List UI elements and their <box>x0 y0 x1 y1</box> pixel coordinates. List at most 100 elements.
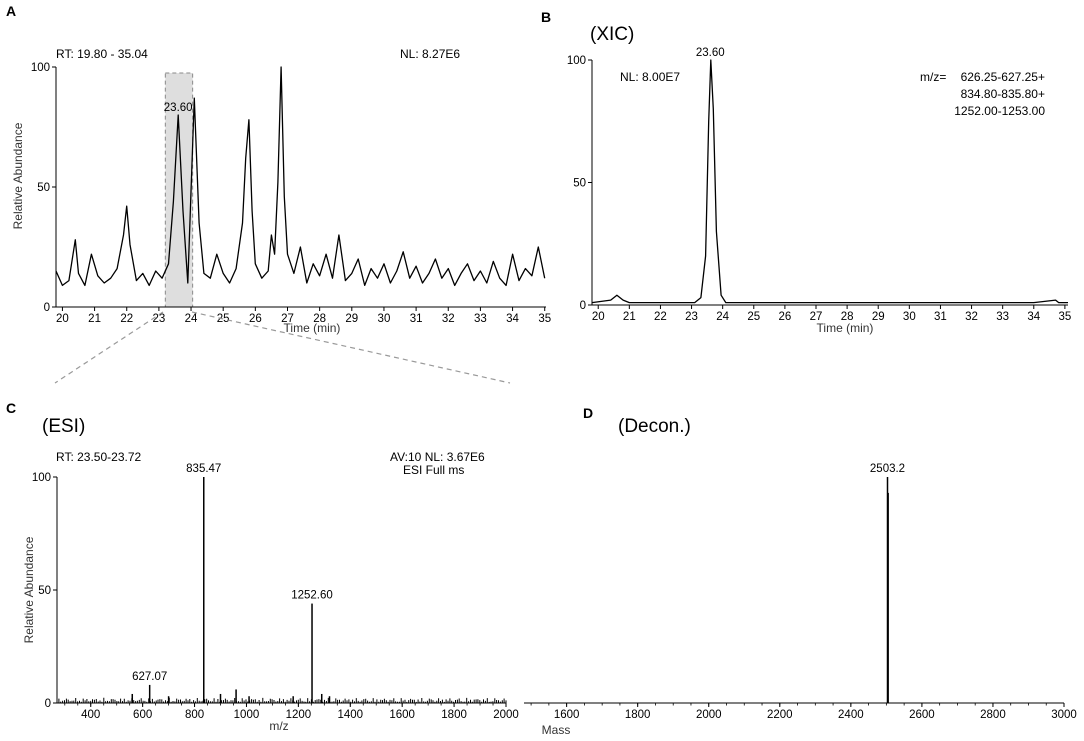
panel-b-plot: 20 21 22 23 24 25 26 27 28 29 30 31 32 33 34 35 0 50 100 23… <box>567 47 1071 323</box>
panel-d-x-tick-label: 3000 <box>1051 709 1077 721</box>
panel-c-x-tick-label: 1800 <box>441 709 467 721</box>
panel-d-x-tick-label: 2000 <box>696 709 722 721</box>
panel-b-x-tick-label: 20 <box>592 311 605 323</box>
panel-d-plot: 1600 1800 2000 2200 2400 2600 2800 3000 2503.2 <box>524 463 1077 721</box>
panel-c-scan-type: ESI Full ms <box>403 463 464 477</box>
panel-a-xlabel: Time (min) <box>284 321 341 335</box>
panel-c-peak-label: 1252.60 <box>291 590 333 602</box>
panel-a-series-line <box>55 66 546 287</box>
panel-c-x-tick-label: 1000 <box>234 709 260 721</box>
panel-b-x-tick-label: 25 <box>747 311 760 323</box>
panel-b-x-tick-label: 22 <box>654 311 667 323</box>
panel-a-y-tick-label: 50 <box>37 182 50 194</box>
panel-b-mz-line-3: 1252.00-1253.00 <box>954 104 1045 118</box>
panel-a-x-tick-label: 35 <box>538 313 551 325</box>
panel-c-x-tick-label: 800 <box>185 709 204 721</box>
panel-b-mz-line-2: 834.80-835.80+ <box>961 87 1045 101</box>
panel-b-y-tick-label: 0 <box>580 300 586 312</box>
panel-d-label: D <box>583 405 593 421</box>
panel-b-x-tick-label: 29 <box>872 311 885 323</box>
panel-a-ylabel: Relative Abundance <box>11 122 25 229</box>
panel-d-tag: (Decon.) <box>618 416 691 437</box>
zoom-line-right <box>191 311 511 384</box>
panel-c-x-tick-label: 1400 <box>337 709 363 721</box>
panel-d-xlabel: Mass <box>542 723 571 737</box>
panel-b-x-tick-label: 27 <box>810 311 823 323</box>
panel-c-peak-label: 835.47 <box>186 463 221 475</box>
panel-d-x-tick-label: 2400 <box>838 709 864 721</box>
panel-b: B (XIC) NL: 8.00E7 m/z= 626.25-627.25+ 8… <box>541 9 1071 335</box>
panel-b-x-tick-label: 33 <box>996 311 1009 323</box>
panel-b-label: B <box>541 9 551 25</box>
panel-a-x-tick-label: 34 <box>506 313 519 325</box>
panel-c-x-tick-label: 2000 <box>493 709 519 721</box>
panel-a-label: A <box>6 3 16 19</box>
panel-b-x-tick-label: 23 <box>685 311 698 323</box>
panel-b-tag: (XIC) <box>590 24 634 45</box>
panel-b-x-tick-label: 34 <box>1027 311 1040 323</box>
panel-b-x-tick-label: 30 <box>903 311 916 323</box>
panel-b-x-tick-label: 26 <box>778 311 791 323</box>
zoom-line-left <box>54 311 164 384</box>
panel-b-y-tick-label: 100 <box>567 55 586 67</box>
panel-c-y-tick-label: 0 <box>45 698 51 710</box>
panel-a-x-tick-label: 32 <box>442 313 455 325</box>
panel-d-x-tick-label: 2600 <box>909 709 935 721</box>
panel-b-nl: NL: 8.00E7 <box>620 70 680 84</box>
panel-c-x-tick-label: 400 <box>81 709 100 721</box>
panel-b-xlabel: Time (min) <box>817 321 874 335</box>
panel-a-x-tick-label: 33 <box>474 313 487 325</box>
panel-a-x-tick-label: 28 <box>313 313 326 325</box>
panel-c-ylabel: Relative Abundance <box>22 536 36 643</box>
panel-c-tag: (ESI) <box>42 416 85 437</box>
panel-a-x-tick-label: 21 <box>88 313 101 325</box>
panel-c-baseline-noise <box>56 697 507 703</box>
panel-a-y-tick-label: 100 <box>31 62 50 74</box>
panel-c-xlabel: m/z <box>269 719 288 733</box>
panel-c-y-tick-label: 50 <box>38 585 51 597</box>
panel-b-x-tick-label: 32 <box>965 311 978 323</box>
panel-c-av-nl: AV:10 NL: 3.67E6 <box>390 450 485 464</box>
panel-d-peak-label: 2503.2 <box>870 463 905 475</box>
panel-b-peak-annotation: 23.60 <box>696 47 725 59</box>
panel-b-x-tick-label: 21 <box>623 311 636 323</box>
panel-a-x-tick-label: 22 <box>120 313 133 325</box>
panel-a-x-tick-label: 30 <box>378 313 391 325</box>
panel-a-y-tick-label: 0 <box>44 302 50 314</box>
panel-a-peak-annotation: 23.60 <box>164 102 193 114</box>
panel-b-mz-label: m/z= <box>920 70 946 84</box>
panel-d-x-tick-label: 1600 <box>554 709 580 721</box>
panel-a-rt-range: RT: 19.80 - 35.04 <box>56 47 148 61</box>
panel-b-series-line <box>591 59 1068 304</box>
panel-b-y-tick-label: 50 <box>573 178 586 190</box>
panel-a: A RT: 19.80 - 35.04 NL: 8.27E6 Relative … <box>6 3 551 335</box>
panel-c-x-tick-label: 1200 <box>286 709 312 721</box>
panel-a-x-tick-label: 27 <box>281 313 294 325</box>
panel-b-x-tick-label: 31 <box>934 311 947 323</box>
panel-c-rt-range: RT: 23.50-23.72 <box>56 450 141 464</box>
panel-a-x-tick-label: 23 <box>152 313 165 325</box>
panel-b-x-tick-label: 28 <box>841 311 854 323</box>
panel-a-x-tick-label: 20 <box>56 313 69 325</box>
panel-a-x-tick-label: 26 <box>249 313 262 325</box>
panel-d-x-tick-label: 2800 <box>980 709 1006 721</box>
panel-c-x-tick-label: 600 <box>133 709 152 721</box>
panel-c-x-tick-label: 1600 <box>389 709 415 721</box>
panel-a-nl: NL: 8.27E6 <box>400 47 460 61</box>
panel-d-x-tick-label: 2200 <box>767 709 793 721</box>
panel-c-label: C <box>6 400 16 416</box>
panel-c-y-tick-label: 100 <box>32 472 51 484</box>
panel-a-x-tick-label: 24 <box>185 313 198 325</box>
panel-a-x-tick-label: 31 <box>410 313 423 325</box>
panel-d: D (Decon.) Mass 1600 1800 2000 2200 2400 2600… <box>524 405 1077 737</box>
panel-a-x-tick-label: 29 <box>345 313 358 325</box>
panel-b-x-tick-label: 24 <box>716 311 729 323</box>
panel-c-plot: 400 600 800 1000 1200 1400 1600 1800 2000 0 50 100 6… <box>32 463 519 721</box>
panel-c-peak-label: 627.07 <box>132 671 167 683</box>
panel-b-x-tick-label: 35 <box>1058 311 1071 323</box>
panel-a-plot: 2021222324252627282930313233343505010023… <box>31 62 551 325</box>
panel-b-mz-line-1: 626.25-627.25+ <box>961 70 1045 84</box>
panel-d-x-tick-label: 1800 <box>625 709 651 721</box>
panel-c: C (ESI) RT: 23.50-23.72 AV:10 NL: 3.67E6… <box>6 400 519 733</box>
